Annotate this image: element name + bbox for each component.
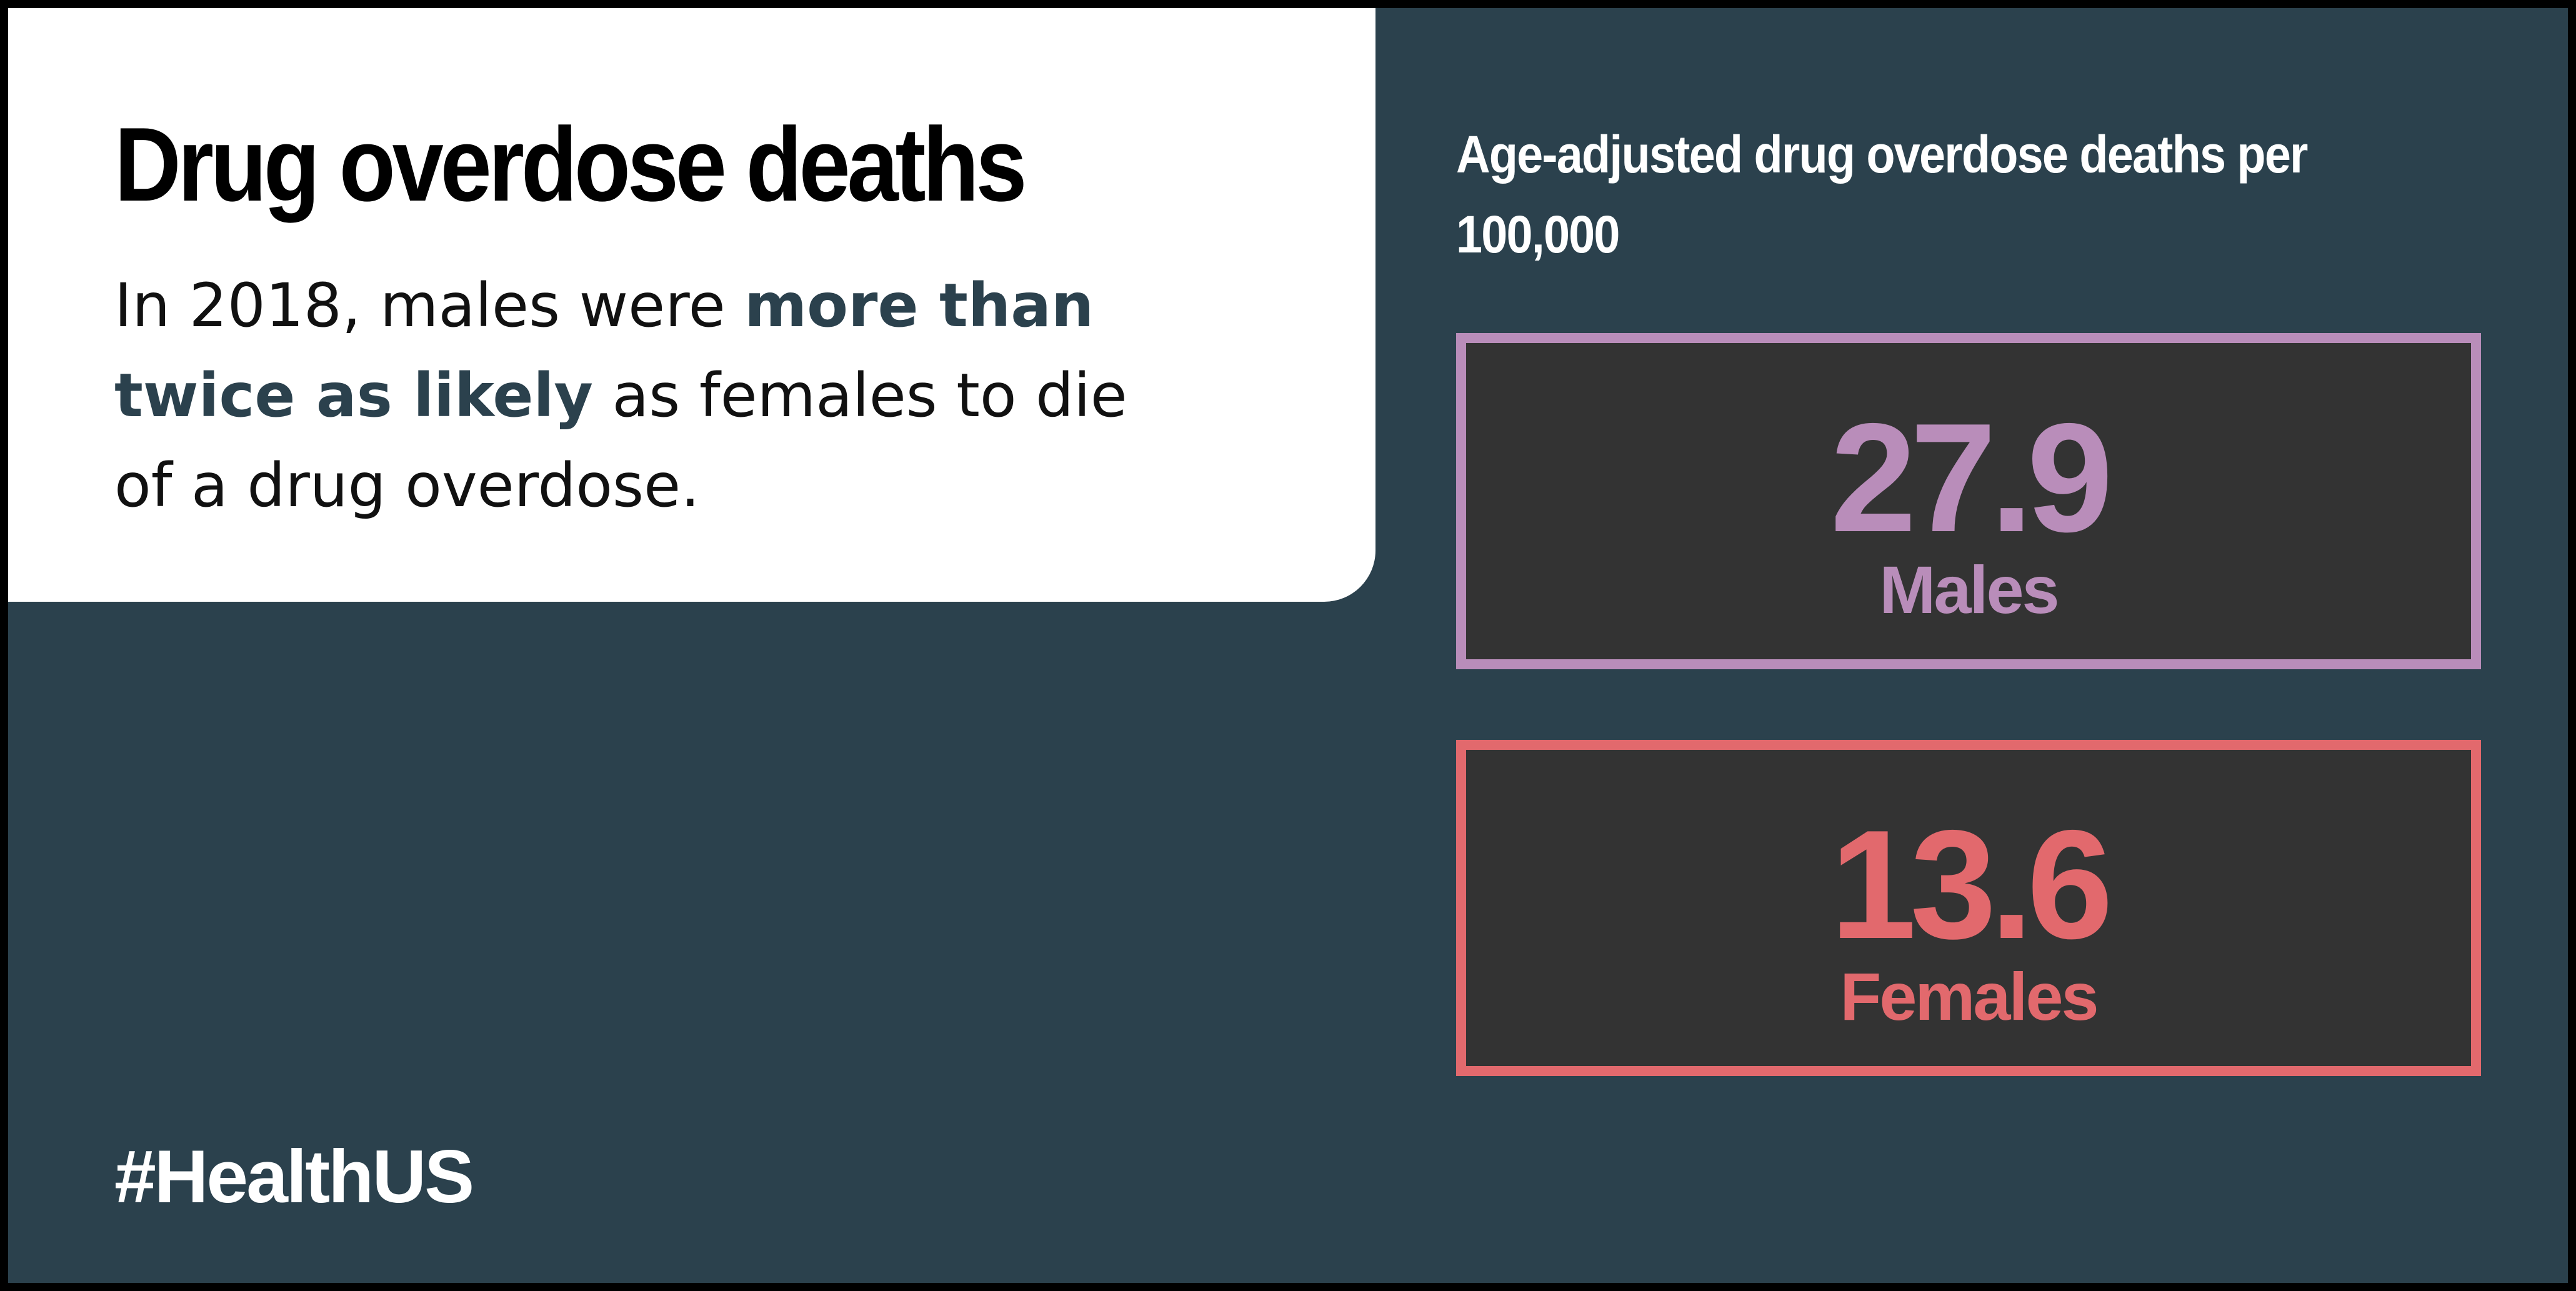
summary-text-emphasis: more than twice as likely [114,271,1094,431]
males-stat-label: Males [1879,552,2059,627]
females-stat-box: 13.6 Females [1456,740,2481,1076]
stat-heading: Age-adjusted drug overdose deaths per 10… [1456,125,2308,264]
hashtag: #HealthUS [114,1135,474,1219]
males-stat-value: 27.9 [1830,391,2114,564]
summary-text-tail: as females to die of a drug overdose. [114,361,1127,521]
males-stat-box: 27.9 Males [1456,333,2481,669]
summary-text-lead: In 2018, males were [114,271,745,341]
page-title: Drug overdose deaths [114,106,1027,223]
infographic-canvas: Drug overdose deaths In 2018, males were… [8,8,2568,1283]
summary-text: In 2018, males were more than twice as l… [114,261,1177,531]
females-stat-label: Females [1840,959,2099,1034]
summary-card: Drug overdose deaths In 2018, males were… [8,8,1375,602]
females-stat-value: 13.6 [1830,797,2114,971]
